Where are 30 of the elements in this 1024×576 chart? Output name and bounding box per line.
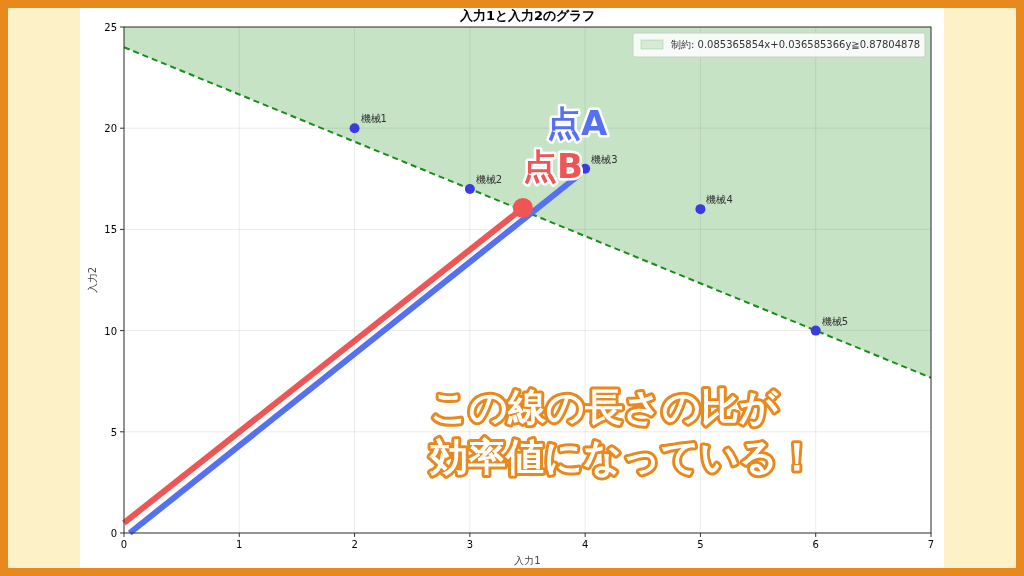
x-tick-label: 7 [927,539,935,550]
point [464,183,475,194]
y-tick-label: 15 [104,224,117,236]
x-tick-label: 0 [120,539,128,550]
point [512,197,533,218]
x-axis-title: 入力1 [514,555,541,566]
legend-label: 制約: 0.085365854x+0.036585366y≧0.87804878 [671,39,921,50]
point [695,204,706,215]
y-tick-label: 10 [104,325,117,337]
annotation: 機械2 [475,173,503,185]
x-tick-label: 6 [812,539,819,550]
point [810,325,821,336]
x-tick-label: 3 [466,539,474,550]
x-tick-label: 1 [236,539,243,550]
annotation: 機械5 [821,315,849,327]
chart-title: 入力1と入力2のグラフ [458,8,596,23]
annotation: 機械4 [706,194,733,206]
annotation: 機械1 [360,113,387,125]
y-tick-label: 20 [104,123,117,135]
annotation: 点B [522,145,583,186]
point [349,123,360,134]
annotation: 機械3 [591,153,618,165]
x-tick-label: 2 [351,539,358,550]
x-tick-label: 4 [581,539,589,550]
x-tick-label: 5 [697,539,704,550]
y-axis-title: 入力2 [87,266,98,294]
y-tick-label: 0 [110,528,117,539]
annotation: 点A [546,102,608,143]
y-tick-label: 5 [110,426,117,438]
y-tick-label: 25 [104,22,117,33]
